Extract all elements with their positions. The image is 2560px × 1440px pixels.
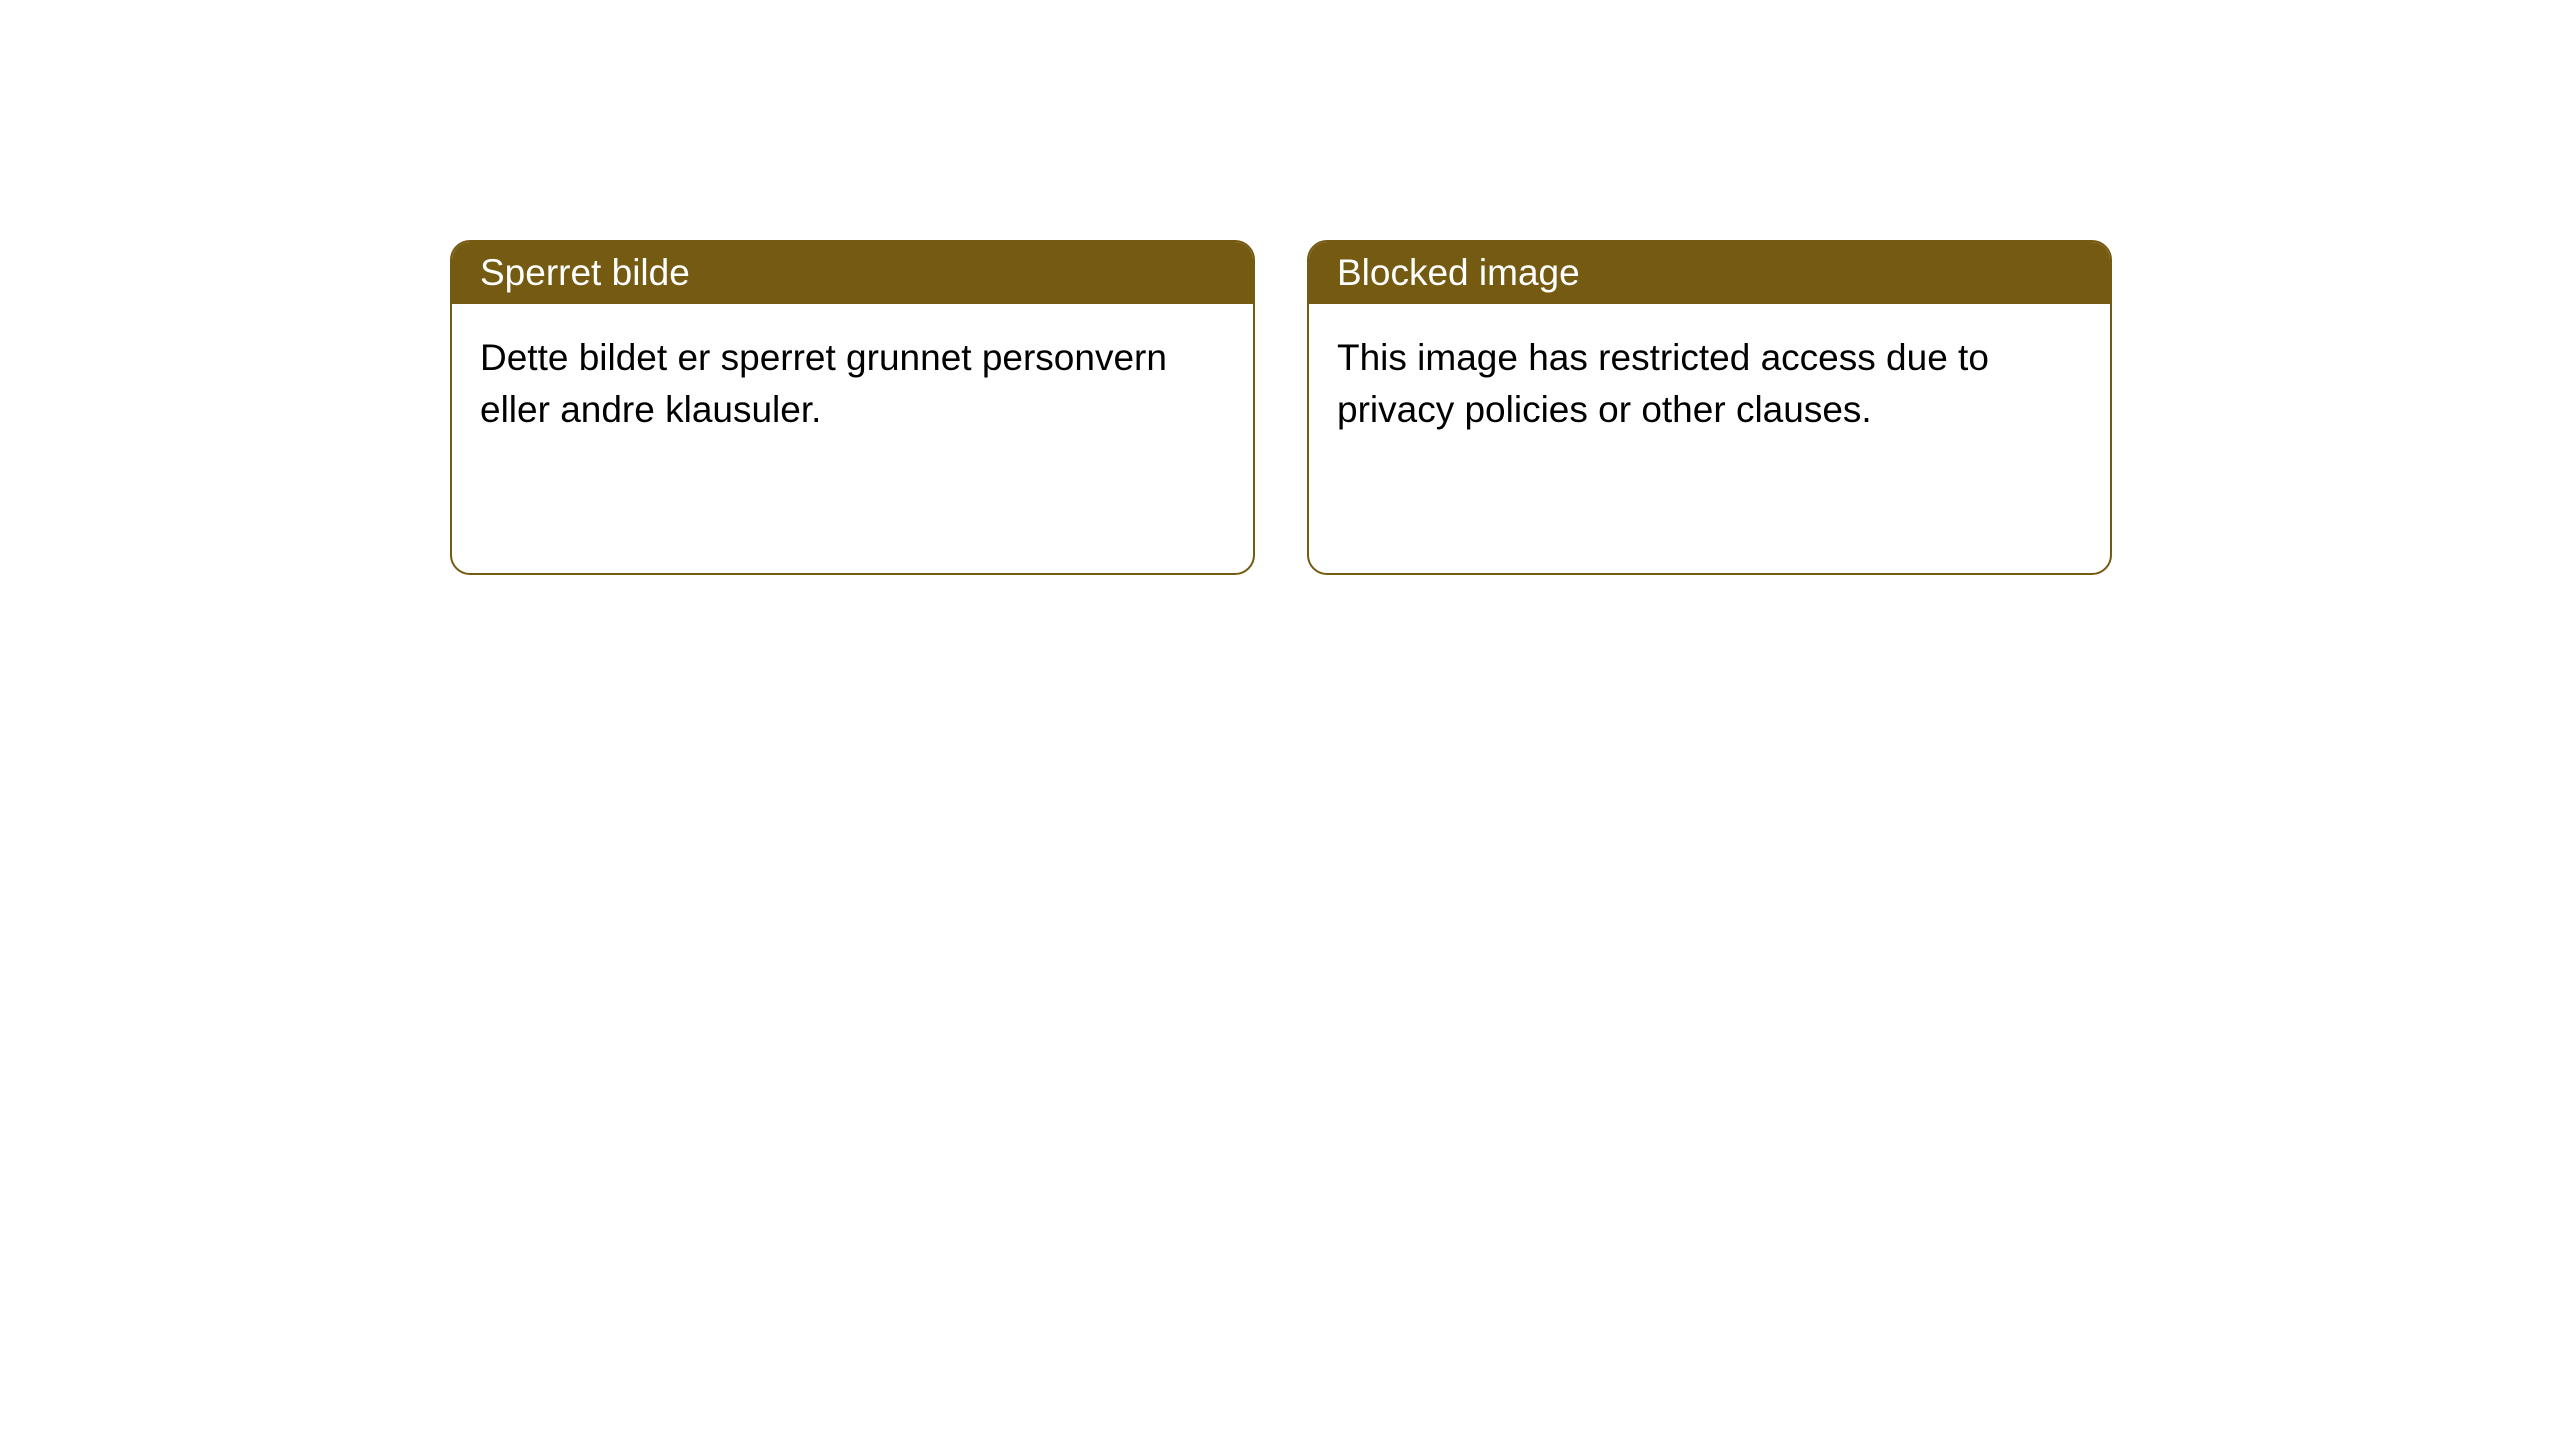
card-body: Dette bildet er sperret grunnet personve… bbox=[452, 304, 1253, 464]
card-container: Sperret bilde Dette bildet er sperret gr… bbox=[450, 240, 2112, 575]
card-title: Sperret bilde bbox=[480, 252, 690, 293]
card-header: Sperret bilde bbox=[452, 242, 1253, 304]
card-header: Blocked image bbox=[1309, 242, 2110, 304]
card-title: Blocked image bbox=[1337, 252, 1580, 293]
card-body-text: This image has restricted access due to … bbox=[1337, 337, 1989, 430]
card-body: This image has restricted access due to … bbox=[1309, 304, 2110, 464]
notice-card-norwegian: Sperret bilde Dette bildet er sperret gr… bbox=[450, 240, 1255, 575]
card-body-text: Dette bildet er sperret grunnet personve… bbox=[480, 337, 1167, 430]
notice-card-english: Blocked image This image has restricted … bbox=[1307, 240, 2112, 575]
